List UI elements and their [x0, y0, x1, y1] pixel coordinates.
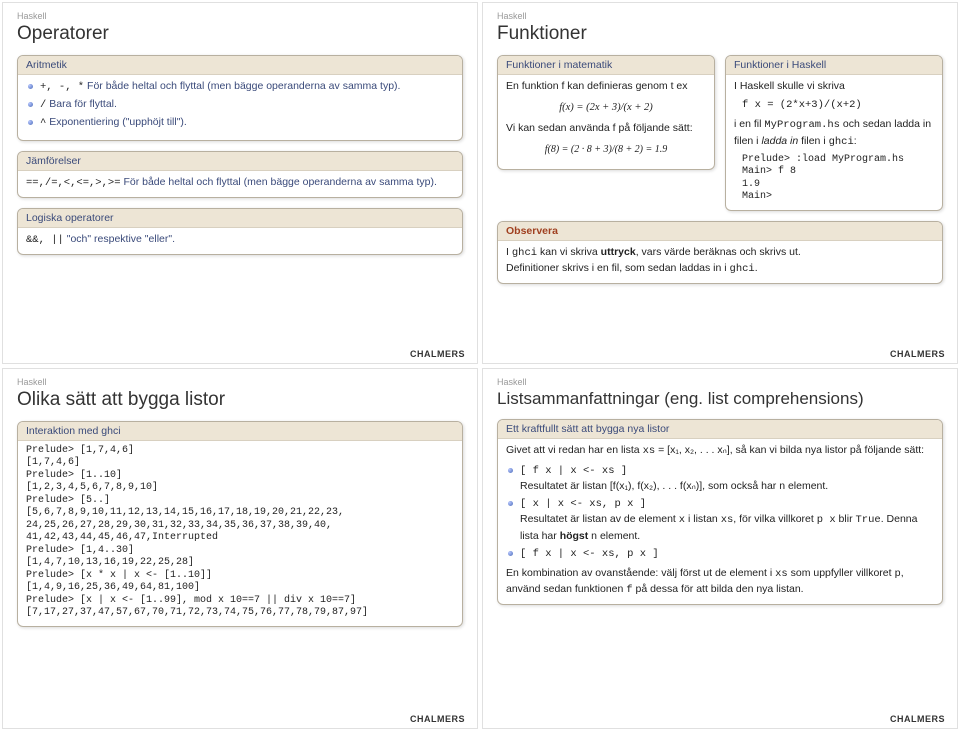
- t: ghci: [730, 263, 755, 275]
- box-logiska: Logiska operatorer &&, || "och" respekti…: [17, 208, 463, 255]
- slide-tag: Haskell: [497, 377, 943, 387]
- slide-title: Funktioner: [497, 23, 943, 45]
- slide-operatorer: Haskell Operatorer Aritmetik +, -, * För…: [2, 2, 478, 364]
- list-item: [ f x | x <- xs ] Resultatet är listan […: [508, 463, 934, 494]
- t: som uppfyller villkoret: [788, 567, 895, 579]
- t: kan vi skriva: [537, 246, 601, 258]
- t: Listsammanfattningar (eng. list comprehe…: [497, 389, 864, 408]
- t: ghci: [512, 247, 537, 259]
- slide-funktioner: Haskell Funktioner Funktioner i matemati…: [482, 2, 958, 364]
- code: [ f x | x <- xs, p x ]: [520, 548, 659, 560]
- t: MyProgram.hs: [764, 119, 840, 131]
- box-title: Jämförelser: [18, 152, 462, 171]
- text: i en fil MyProgram.hs och sedan ladda in…: [734, 117, 934, 149]
- slide-listor: Haskell Olika sätt att bygga listor Inte…: [2, 368, 478, 730]
- box-observera: Observera I ghci kan vi skriva uttryck, …: [497, 221, 943, 284]
- t: :: [854, 135, 857, 147]
- t: i listan: [685, 513, 721, 525]
- t: n element.: [588, 530, 640, 542]
- slide-tag: Haskell: [17, 377, 463, 387]
- box-jamforelser: Jämförelser ==,/=,<,<=,>,>= För både hel…: [17, 151, 463, 198]
- text: Definitioner skrivs i en fil, som sedan …: [506, 261, 934, 277]
- footer-brand: CHALMERS: [410, 714, 465, 724]
- box-funktioner-matematik: Funktioner i matematik En funktion f kan…: [497, 55, 715, 170]
- code: Prelude> [1,7,4,6] [1,7,4,6] Prelude> [1…: [26, 445, 454, 620]
- t: = [x₁, x₂, . . . xₙ], så kan vi bilda ny…: [655, 444, 924, 456]
- box-ghci: Interaktion med ghci Prelude> [1,7,4,6] …: [17, 421, 463, 627]
- text: Vi kan sedan använda f på följande sätt:: [506, 121, 706, 136]
- slide-tag: Haskell: [497, 11, 943, 21]
- desc: För både heltal och flyttal (men bägge o…: [87, 80, 400, 92]
- slide-title: Listsammanfattningar (eng. list comprehe…: [497, 389, 943, 409]
- code: Prelude> :load MyProgram.hs Main> f 8 1.…: [742, 154, 934, 204]
- footer-brand: CHALMERS: [410, 349, 465, 359]
- list-item: ^ Exponentiering ("upphöjt till").: [28, 115, 454, 131]
- t: Definitioner skrivs i en fil, som sedan …: [506, 262, 730, 274]
- desc: Exponentiering ("upphöjt till").: [49, 116, 187, 128]
- box-title: Aritmetik: [18, 56, 462, 75]
- t: Resultatet är listan av de element: [520, 513, 679, 525]
- t: xs: [643, 445, 656, 457]
- t: ghci: [829, 136, 854, 148]
- list-item: [ f x | x <- xs, p x ]: [508, 546, 934, 562]
- text: I ghci kan vi skriva uttryck, vars värde…: [506, 245, 934, 261]
- t: Givet att vi redan har en lista: [506, 444, 643, 456]
- formula: f(8) = (2 · 8 + 3)/(8 + 2) = 1.9: [506, 143, 706, 158]
- t: uttryck: [601, 246, 636, 258]
- ops: /: [40, 99, 46, 111]
- box-aritmetik: Aritmetik +, -, * För både heltal och fl…: [17, 55, 463, 141]
- text: En kombination av ovanstående: välj förs…: [506, 566, 934, 598]
- text: En funktion f kan definieras genom t ex: [506, 79, 706, 94]
- list-item: +, -, * För både heltal och flyttal (men…: [28, 79, 454, 95]
- t: p x: [817, 514, 836, 526]
- formula: f(x) = (2x + 3)/(x + 2): [506, 100, 706, 115]
- ops: &&, ||: [26, 234, 64, 246]
- box-title: Logiska operatorer: [18, 209, 462, 228]
- ops: ^: [40, 117, 46, 129]
- box-title: Observera: [498, 222, 942, 241]
- code: f x = (2*x+3)/(x+2): [742, 98, 934, 113]
- list-item: / Bara för flyttal.: [28, 97, 454, 113]
- box-title: Funktioner i matematik: [498, 56, 714, 75]
- slide-tag: Haskell: [17, 11, 463, 21]
- footer-brand: CHALMERS: [890, 714, 945, 724]
- slide-title: Olika sätt att bygga listor: [17, 389, 463, 411]
- box-title: Interaktion med ghci: [18, 422, 462, 441]
- slide-listcomp: Haskell Listsammanfattningar (eng. list …: [482, 368, 958, 730]
- footer-brand: CHALMERS: [890, 349, 945, 359]
- t: på dessa för att bilda den nya listan.: [633, 583, 804, 595]
- code: [ f x | x <- xs ]: [520, 465, 627, 477]
- t: filen i: [798, 135, 828, 147]
- t: True: [855, 514, 880, 526]
- t: ladda in: [761, 135, 798, 147]
- box-funktioner-haskell: Funktioner i Haskell I Haskell skulle vi…: [725, 55, 943, 211]
- ops: +, -, *: [40, 81, 84, 93]
- ops: ==,/=,<,<=,>,>=: [26, 177, 121, 189]
- t: xs: [775, 568, 788, 580]
- desc: Resultatet är listan [f(x₁), f(x₂), . . …: [520, 480, 828, 492]
- t: , vars värde beräknas och skrivs ut.: [636, 246, 801, 258]
- t: .: [755, 262, 758, 274]
- list-item: [ x | x <- xs, p x ] Resultatet är lista…: [508, 496, 934, 544]
- t: högst: [560, 530, 589, 542]
- t: En kombination av ovanstående: välj förs…: [506, 567, 775, 579]
- box-title: Ett kraftfullt sätt att bygga nya listor: [498, 420, 942, 439]
- code: [ x | x <- xs, p x ]: [520, 498, 646, 510]
- desc: Bara för flyttal.: [49, 98, 117, 110]
- box-title: Funktioner i Haskell: [726, 56, 942, 75]
- text: Givet att vi redan har en lista xs = [x₁…: [506, 443, 934, 459]
- desc: "och" respektive "eller".: [67, 233, 175, 245]
- text: I Haskell skulle vi skriva: [734, 79, 934, 94]
- box-listcomp: Ett kraftfullt sätt att bygga nya listor…: [497, 419, 943, 606]
- t: xs: [721, 514, 734, 526]
- t: blir: [836, 513, 856, 525]
- t: , för vilka villkoret: [733, 513, 816, 525]
- slide-title: Operatorer: [17, 23, 463, 45]
- desc: För både heltal och flyttal (men bägge o…: [123, 176, 436, 188]
- t: i en fil: [734, 118, 764, 130]
